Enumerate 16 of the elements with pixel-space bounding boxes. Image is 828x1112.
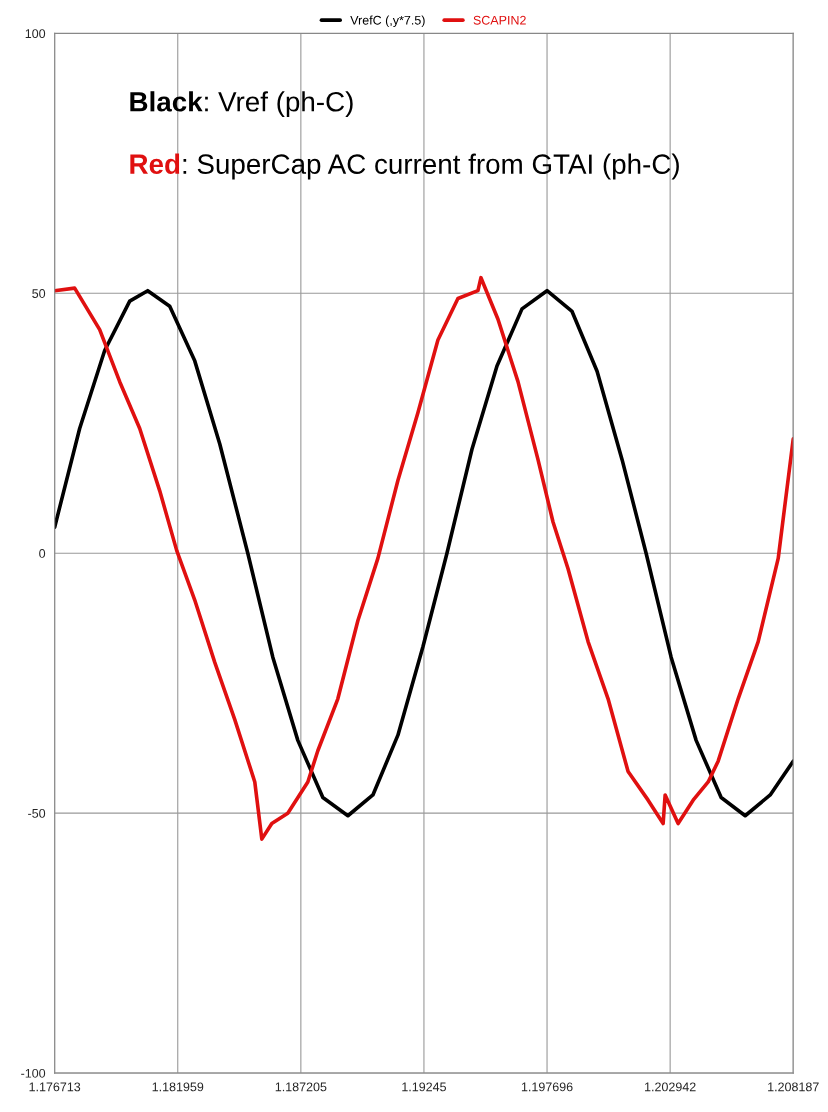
annotation: Red: SuperCap AC current from GTAI (ph-C) xyxy=(130,153,679,180)
legend-label: SCAPIN2 xyxy=(473,15,526,25)
y-tick-label: -100 xyxy=(21,1068,46,1078)
x-tick-label: 1.208187 xyxy=(768,1082,819,1092)
annotation: Black: Vref (ph-C) xyxy=(130,91,353,118)
x-tick-label: 1.202942 xyxy=(645,1082,696,1092)
y-tick-label: -50 xyxy=(28,808,46,818)
y-tick-label: 50 xyxy=(32,289,46,298)
x-tick-label: 1.181959 xyxy=(152,1082,204,1092)
x-tick-label: 1.187205 xyxy=(275,1082,327,1092)
x-tick-label: 1.176713 xyxy=(29,1082,81,1092)
x-tick-label: 1.197696 xyxy=(521,1082,573,1092)
legend-label: VrefC (,y*7.5) xyxy=(350,15,425,28)
x-tick-label: 1.19245 xyxy=(402,1082,447,1092)
y-tick-label: 100 xyxy=(25,29,46,39)
y-tick-label: 0 xyxy=(39,549,46,558)
